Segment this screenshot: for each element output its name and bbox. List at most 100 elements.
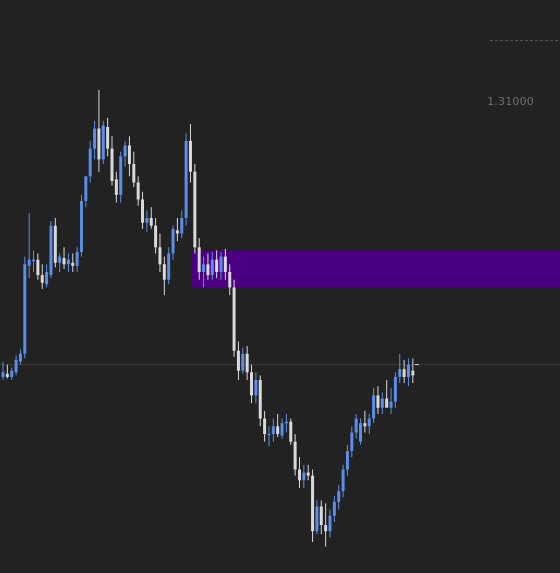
candle-body (376, 395, 380, 408)
candle (58, 253, 62, 272)
candle (311, 469, 315, 542)
candle-body (10, 370, 14, 377)
candle-body (236, 350, 240, 371)
candle-body (324, 525, 328, 532)
candle-body (154, 225, 158, 248)
candle (376, 386, 380, 414)
candle-body (145, 218, 149, 223)
candle-body (228, 272, 232, 288)
candle-body (75, 251, 79, 266)
candle (206, 253, 210, 280)
candle-body (162, 264, 166, 280)
candle (406, 358, 410, 387)
candle (228, 264, 232, 296)
candle-body (36, 259, 40, 276)
candle (71, 253, 75, 272)
candle-body (114, 179, 118, 195)
candle (88, 140, 92, 183)
candle (367, 413, 371, 434)
candle (79, 194, 83, 257)
candle (93, 120, 97, 160)
candle-body (32, 259, 36, 262)
candle (114, 171, 118, 203)
candle-body (62, 258, 66, 265)
candle-body (66, 259, 70, 265)
candle-body (280, 423, 284, 436)
candle-body (350, 432, 354, 451)
candle (293, 434, 297, 476)
candle-body (49, 225, 53, 276)
candle-body (184, 140, 188, 218)
candle (184, 133, 188, 226)
candle (263, 410, 267, 442)
candle-body (123, 145, 127, 157)
candle-body (14, 359, 18, 373)
candle (180, 210, 184, 239)
candle (202, 256, 206, 288)
candle (215, 250, 219, 279)
candle (127, 136, 131, 177)
candle-body (345, 450, 349, 470)
candle-body (354, 418, 358, 433)
candle-body (1, 372, 5, 377)
candle (241, 347, 245, 374)
candle (245, 346, 249, 380)
candle-body (158, 247, 162, 265)
candle-body (359, 423, 363, 442)
candle-body (210, 259, 214, 276)
candle (188, 123, 192, 183)
candle-body (149, 218, 153, 226)
candle (101, 120, 105, 164)
candle-body (18, 353, 22, 362)
candle (75, 247, 79, 272)
candle-body (319, 506, 323, 526)
candle-body (110, 148, 114, 181)
candle (145, 210, 149, 232)
candle (84, 176, 88, 208)
candle (411, 358, 415, 384)
candle (119, 151, 123, 203)
candle (345, 444, 349, 476)
candle-body (293, 441, 297, 470)
candle (332, 495, 336, 522)
candle (389, 387, 393, 414)
candle (328, 509, 332, 538)
candle-body (223, 256, 227, 272)
candle-body (175, 230, 179, 234)
candle (372, 387, 376, 424)
candle (402, 359, 406, 384)
candle (197, 238, 201, 280)
candle-body (23, 264, 27, 354)
candle-body (363, 423, 367, 427)
candle (302, 464, 306, 488)
candle (258, 375, 262, 427)
candle-body (180, 218, 184, 234)
candle (110, 136, 114, 186)
candle-body (197, 247, 201, 272)
candle-body (141, 199, 145, 223)
candle (341, 464, 345, 498)
candle-body (385, 398, 389, 408)
candle-body (127, 145, 131, 164)
candle (267, 426, 271, 447)
candle-body (393, 376, 397, 402)
candle-body (302, 472, 306, 481)
candle-body (297, 469, 301, 481)
candle-body (206, 264, 210, 276)
candle (210, 251, 214, 280)
candle (97, 89, 101, 172)
candle (175, 218, 179, 242)
candle (123, 140, 127, 168)
candle (219, 251, 223, 280)
candle (14, 355, 18, 376)
candle (154, 218, 158, 254)
candle-body (136, 182, 140, 200)
candle (271, 418, 275, 442)
candle-body (389, 401, 393, 408)
candle-body (193, 171, 197, 248)
candle (5, 364, 9, 379)
candle (32, 250, 36, 272)
candle-body (380, 398, 384, 408)
